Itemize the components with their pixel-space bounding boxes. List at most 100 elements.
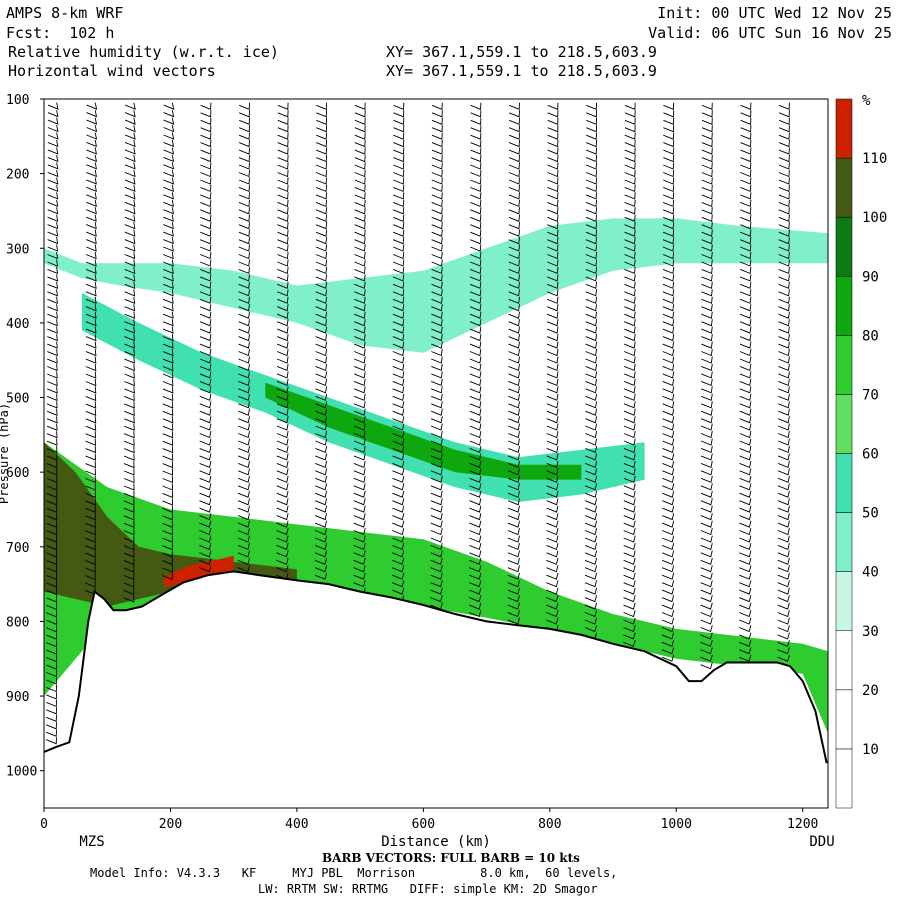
wind-barb [276,498,289,506]
wind-barb [238,341,250,349]
wind-barb [546,498,559,506]
wind-barb [663,162,675,170]
wind-barb [199,542,212,551]
wind-barb [276,386,289,394]
wind-barb [431,244,443,252]
wind-barb [777,572,790,580]
wind-barb [163,154,175,163]
wind-barb [663,192,675,200]
wind-barb [662,259,675,267]
wind-barb [163,237,174,245]
wind-barb [585,162,598,170]
wind-barb [469,296,482,304]
wind-barb [469,431,482,439]
wind-barb [85,572,96,581]
wind-barb [47,125,59,133]
wind-barb [739,535,752,543]
wind-barb [354,244,366,252]
wind-barb [663,117,675,125]
wind-barb [238,378,250,387]
wind-barb [392,513,405,521]
wind-barb [85,401,97,409]
wind-barb [777,557,790,565]
wind-barb [431,251,443,260]
wind-barb [623,617,636,625]
wind-barb [199,513,212,521]
wind-barb [469,557,482,565]
wind-barb [546,572,559,580]
wind-barb [46,483,58,491]
wind-barb [662,490,675,498]
wind-barb [276,393,289,401]
wind-barb [777,654,790,662]
wind-barb [701,341,713,349]
wind-barb [778,110,790,118]
wind-barb [46,625,58,633]
wind-barb [162,565,173,573]
wind-barb [276,505,289,513]
wind-barb [584,565,598,573]
xy-line-2: XY= 367.1,559.1 to 218.5,603.9 [386,62,657,80]
wind-barb [315,319,328,327]
wind-barb [546,610,559,618]
wind-barb [46,408,58,416]
wind-barb [199,460,212,469]
wind-barb [585,438,598,446]
wind-barb [469,304,482,312]
wind-barb [124,125,136,133]
wind-barb [547,207,559,215]
wind-barb [354,199,366,208]
wind-barb [740,222,752,230]
wind-barb [700,535,713,543]
wind-barb [701,237,713,245]
wind-barb [469,460,482,469]
wind-barb [162,498,173,506]
wind-barb [46,684,58,693]
wind-barb [200,169,212,178]
wind-barb [740,154,752,163]
wind-barb [431,169,443,178]
wind-barb [623,378,636,387]
wind-barb [354,214,366,222]
wind-barb [469,334,482,342]
wind-barb [276,565,289,573]
wind-barb [469,535,482,543]
wind-barb [431,154,443,163]
wind-barb [200,237,212,245]
wind-barb [46,475,58,484]
wind-barb [163,139,175,148]
wind-barb [585,229,598,237]
wind-barb [508,348,520,357]
wind-barb [277,162,289,170]
wind-barb [777,550,790,558]
wind-barb [623,595,636,603]
wind-barb [777,617,790,625]
wind-barb [469,610,482,618]
wind-barb [546,475,559,483]
wind-barb [124,326,136,334]
wind-barb [353,513,366,521]
wind-barb [508,154,520,163]
wind-barb [200,162,212,170]
wind-barb [508,281,520,289]
wind-barb [315,289,328,297]
wind-barb [585,490,598,498]
wind-barb [124,416,135,424]
wind-barb [546,595,559,603]
wind-barb [778,438,790,446]
colorbar-label: 10 [862,742,879,758]
wind-barb [392,393,405,401]
wind-barb [238,408,250,416]
wind-barb [663,154,675,163]
wind-barb [585,371,598,379]
wind-barb [276,416,289,424]
wind-barb [508,468,520,476]
wind-barb [123,475,135,484]
wind-barb [85,386,97,394]
wind-barb [354,266,366,275]
wind-barb [662,401,675,409]
wind-barb [739,483,752,491]
wind-barb [584,580,598,588]
wind-barb [431,326,443,334]
wind-barb [662,445,675,454]
